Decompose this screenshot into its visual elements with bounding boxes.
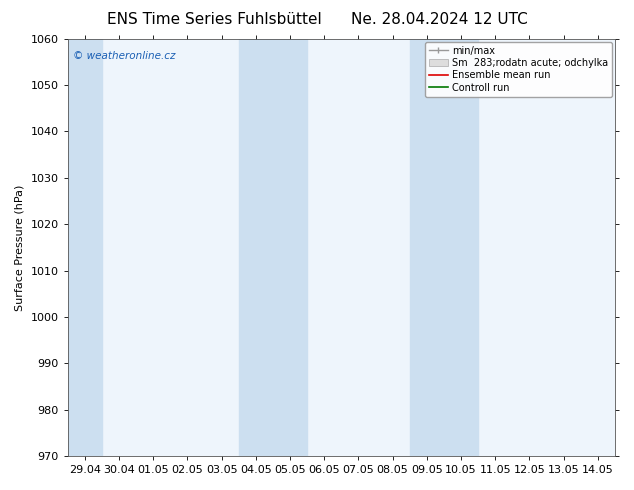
Legend: min/max, Sm  283;rodatn acute; odchylka, Ensemble mean run, Controll run: min/max, Sm 283;rodatn acute; odchylka, …: [425, 42, 612, 97]
Y-axis label: Surface Pressure (hPa): Surface Pressure (hPa): [15, 184, 25, 311]
Bar: [410, 39, 478, 456]
Bar: [68, 39, 102, 456]
Text: © weatheronline.cz: © weatheronline.cz: [73, 51, 176, 61]
Text: ENS Time Series Fuhlsbüttel      Ne. 28.04.2024 12 UTC: ENS Time Series Fuhlsbüttel Ne. 28.04.20…: [107, 12, 527, 27]
Bar: [238, 39, 307, 456]
